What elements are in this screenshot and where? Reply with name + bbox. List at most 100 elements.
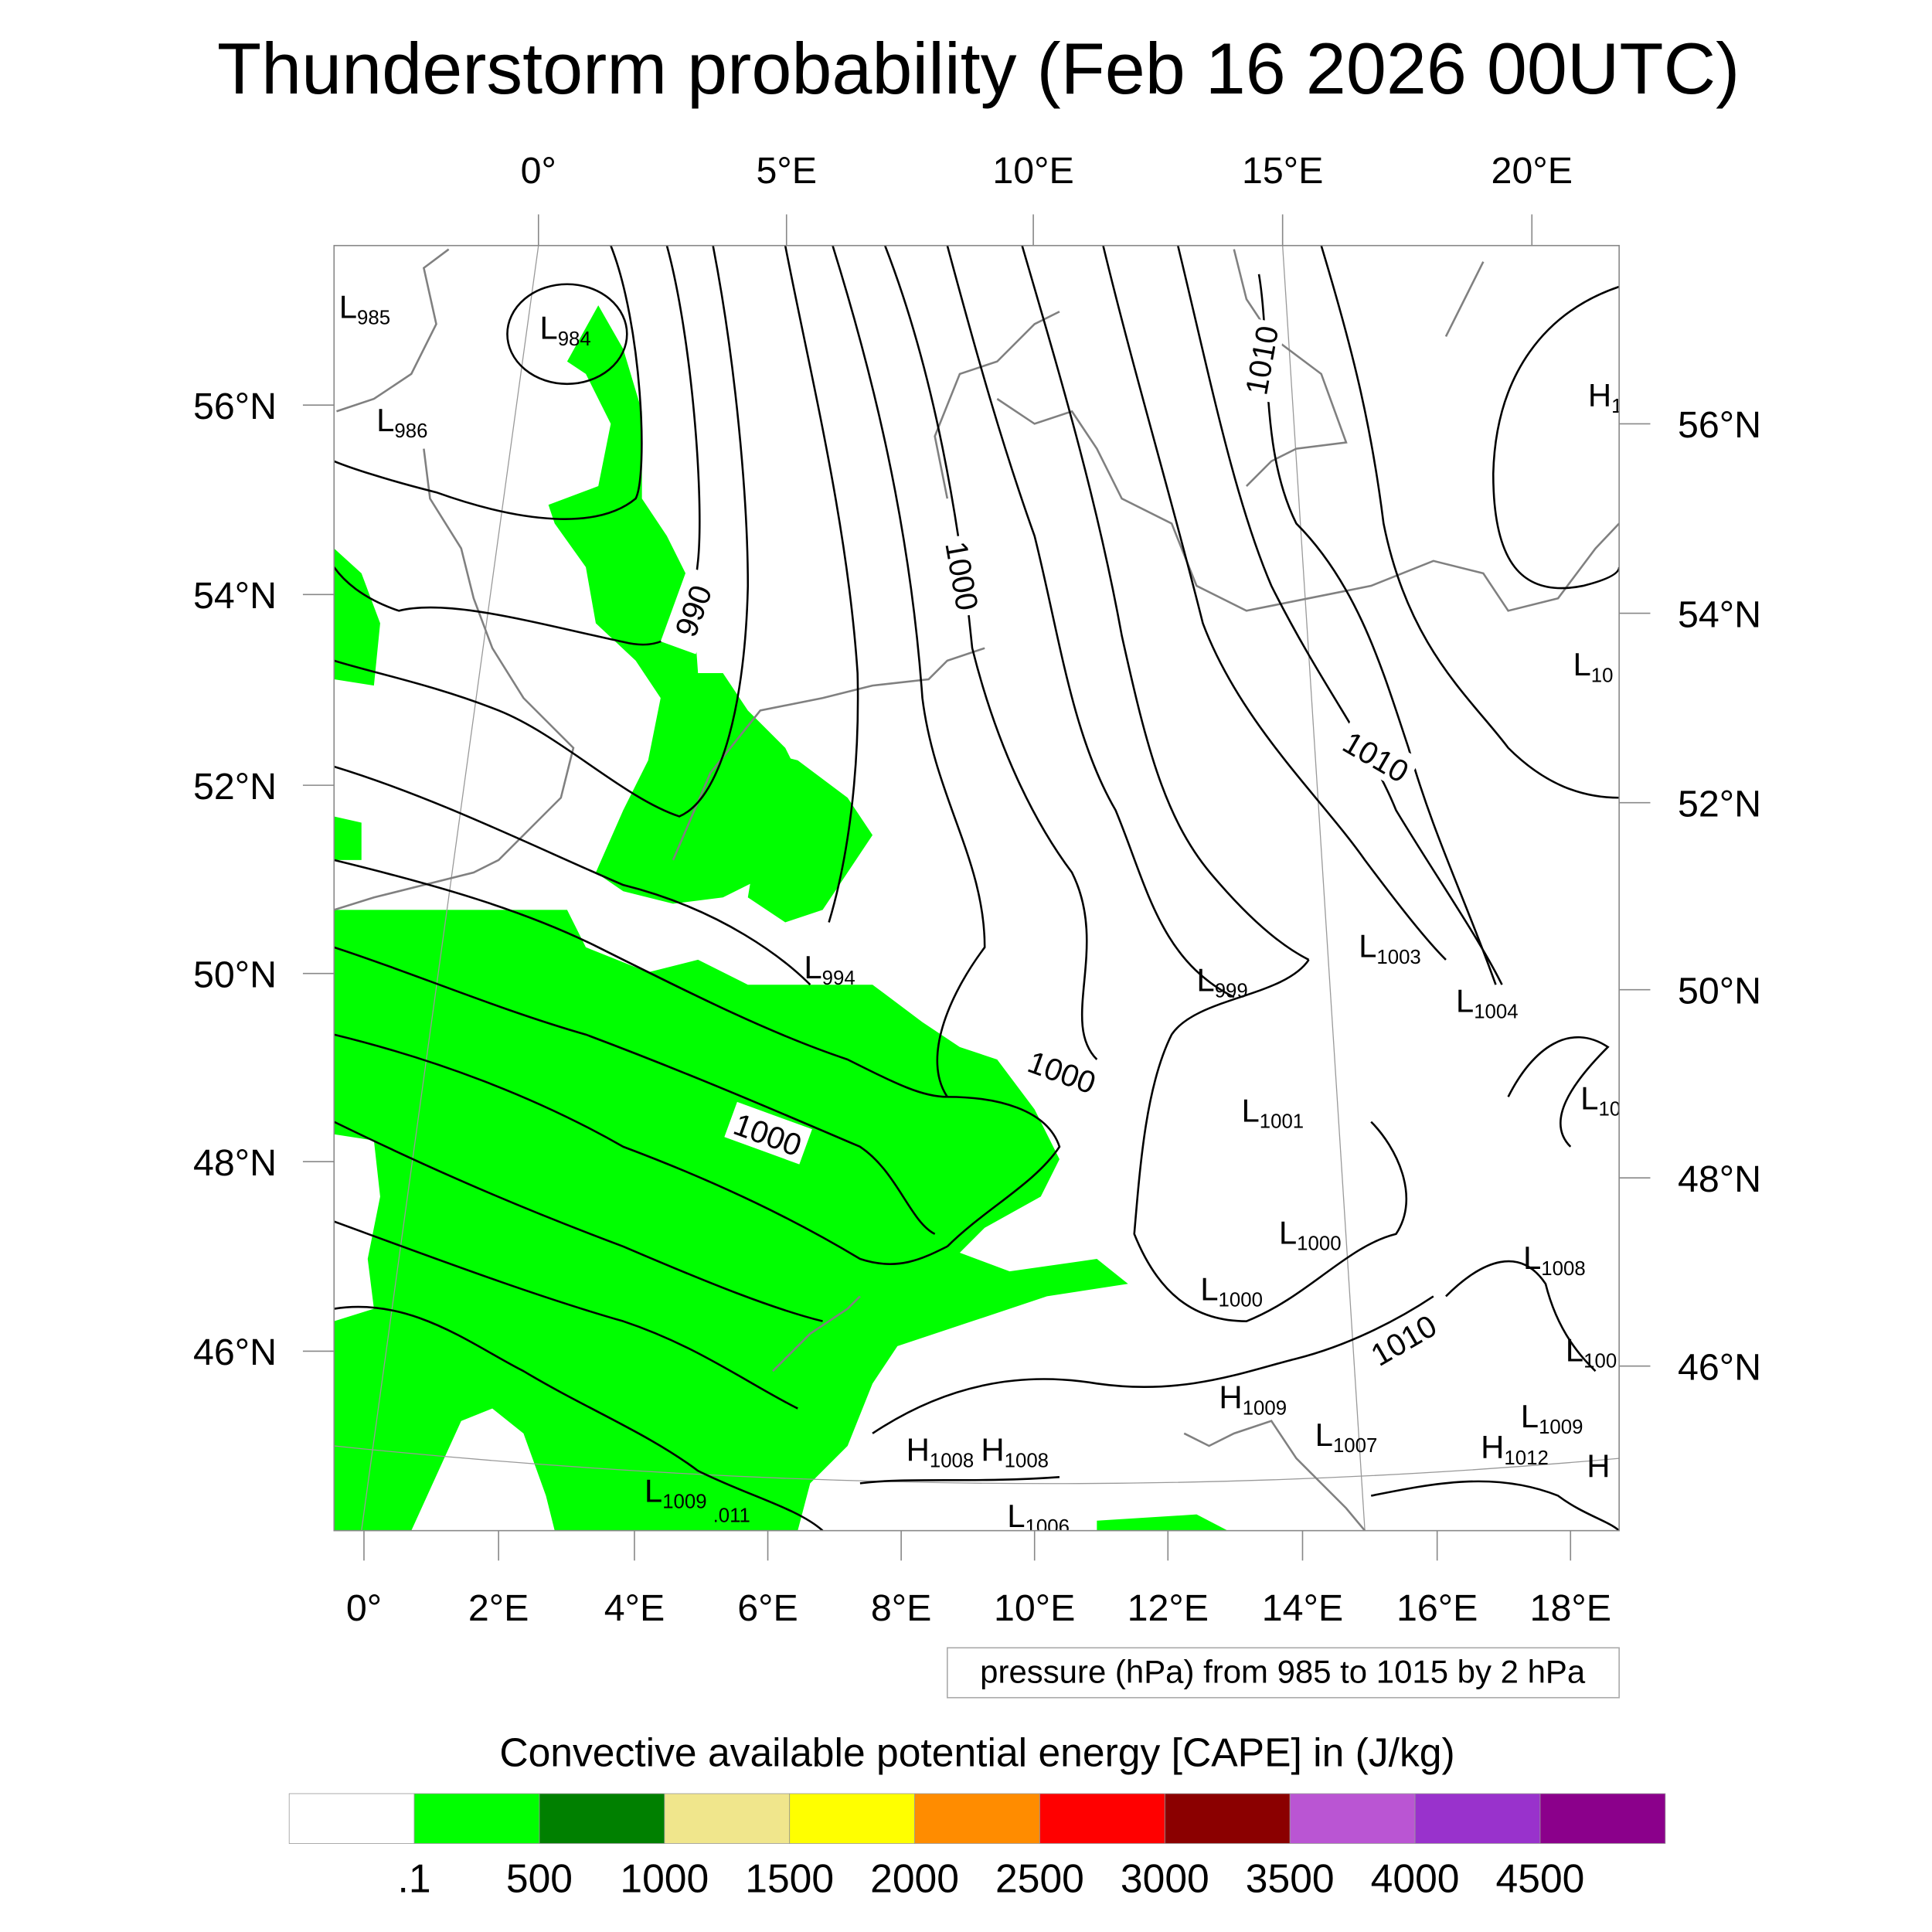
colorbar-label: 1500 [745,1855,834,1900]
colorbar-label: 4500 [1496,1855,1585,1900]
pressure-center-letter: L [1315,1417,1333,1453]
contour-label: 1000 [937,532,989,618]
pressure-center-high: H [1587,1447,1610,1484]
axis-labels: 0° 5°E 10°E 15°E 20°E 0° 2°E 4°E 6°E 8°E 10°E 12°E 1… [193,150,1761,1629]
colorbar-swatch [1039,1793,1165,1844]
pressure-center-letter: L [1456,983,1474,1019]
isobar [1445,1260,1597,1372]
axis-ticks [302,214,1651,1561]
colorbar-label: 500 [506,1855,573,1900]
colorbar-swatch [1164,1793,1291,1844]
contour-label-text: 1010 [1238,323,1285,397]
pressure-center-value: 1000 [1297,1233,1341,1255]
pressure-center-high: H1009 [1219,1379,1287,1420]
lat-label-left: 54°N [193,575,277,617]
isobar [832,245,986,1098]
pressure-center-low: L10 [1573,646,1613,686]
pressure-center-value: 100 [1583,1350,1617,1372]
pressure-center-letter: L [539,310,557,346]
pressure-center-value: 1008 [930,1450,974,1471]
isobar [1492,285,1620,590]
lon-label-bottom: 0° [346,1587,382,1629]
coastline [996,398,1620,612]
lat-label-left: 46°N [193,1332,277,1373]
pressure-center-letter: H [981,1431,1004,1468]
isobar [859,1476,1060,1485]
pressure-center-letter: H [1588,377,1611,413]
isobar [334,1220,798,1410]
lon-label-top: 5°E [756,150,817,192]
lat-label-right: 52°N [1678,783,1761,825]
pressure-center-value: 985 [357,307,390,328]
pressure-center-letter: L [1279,1215,1297,1251]
colorbar-label: 3000 [1121,1855,1209,1900]
isobar [1133,959,1408,1322]
coastline [772,1295,861,1372]
pressure-center-value: 1009 [1539,1417,1583,1438]
contour-info-text: pressure (hPa) from 985 to 1015 by 2 hPa [980,1653,1586,1689]
pressure-center-low: L1008 [1523,1240,1586,1280]
lon-label-top: 15°E [1242,150,1323,192]
pressure-center-letter: L [1566,1332,1583,1368]
coastline [334,448,575,911]
lat-label-right: 46°N [1678,1346,1761,1388]
lon-label-bottom: 10°E [994,1587,1075,1629]
pressure-center-letter: L [645,1473,662,1509]
pressure-center-value: 1007 [1333,1435,1377,1457]
colorbar-swatch [1539,1793,1666,1844]
contour-label-bg [1359,1302,1447,1376]
coastlines [334,248,1620,1531]
cape-gap [334,1134,380,1321]
contour-label-bg [1332,719,1421,792]
colorbar-swatch [789,1793,915,1844]
lon-label-bottom: 16°E [1396,1587,1478,1629]
pressure-center-value: 10 [1598,1099,1621,1121]
contour-label-bg [660,566,723,655]
lon-label-top: 0° [521,150,556,192]
lat-label-left: 56°N [193,386,277,427]
isobar [506,283,628,386]
isobar [1370,1480,1620,1531]
colorbar-label: 2500 [995,1855,1084,1900]
pressure-center-letter: L [1007,1498,1025,1534]
chart-title: Thunderstorm probability (Feb 16 2026 00… [217,28,1740,109]
coastline [336,248,450,413]
isobar [1021,245,1310,961]
colorbar-swatch [664,1793,791,1844]
pressure-center-high: H1008 [981,1431,1049,1471]
pressure-center-value: 1001 [1260,1111,1304,1133]
lon-label-bottom: 2°E [468,1587,529,1629]
lat-label-right: 50°N [1678,970,1761,1012]
isobar [1102,245,1447,961]
contour-label: 1000 [1018,1039,1107,1102]
parallel-45n [334,1445,1620,1485]
pressure-center-low: L985 [339,288,390,328]
pressure-center-value: 994 [822,968,855,989]
isobar [946,1096,1061,1247]
pressure-center-value: .011 [713,1505,750,1526]
lat-label-right: 54°N [1678,594,1761,635]
lon-label-bottom: 14°E [1262,1587,1343,1629]
colorbar-swatch [288,1793,415,1844]
contour-label: 1010 [1359,1302,1447,1376]
cape-region-notch [334,816,362,860]
pressure-center-low: L1003 [1359,928,1421,968]
pressure-center-low: L1004 [1456,983,1519,1023]
colorbar-title: Convective available potential energy [C… [499,1730,1454,1774]
map-frame [333,244,1620,1532]
pressure-center-value: 1004 [1474,1002,1518,1023]
colorbar-label: .1 [398,1855,431,1900]
pressure-center-low: L1001 [1241,1093,1304,1133]
isobar [334,245,701,646]
pressure-center-value: 986 [394,420,427,442]
contour-label-bg [1018,1039,1107,1102]
pressure-center-value: 1 [1611,396,1622,417]
cape-region-se [1097,1514,1228,1531]
lat-label-right: 56°N [1678,404,1761,446]
pressure-center-letter: L [1573,646,1590,682]
pressure-center-low: L1007 [1315,1417,1378,1457]
cape-region-belgium [747,747,873,923]
isobar [334,946,936,1235]
pressure-center-value: 984 [558,328,591,350]
colorbar-swatch [1414,1793,1541,1844]
